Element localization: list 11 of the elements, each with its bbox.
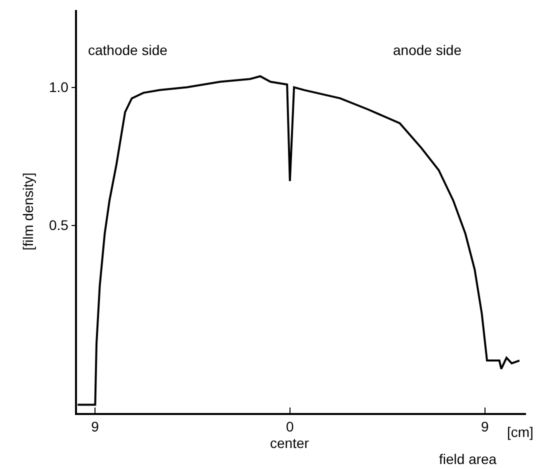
x-tick-label: 9 [91,418,100,435]
y-tick-label: 0.5 [48,217,69,234]
text: center [270,435,310,451]
annotation: cathode side [88,42,168,58]
annotation: anode side [393,42,462,58]
x-tick-label: 9 [480,418,489,435]
x-axis-title: [cm] [507,424,534,440]
y-axis-title: [film density] [20,172,36,250]
text: field area [439,451,497,467]
x-tick-label: 0 [286,418,294,435]
y-tick-label: 1.0 [48,79,69,96]
